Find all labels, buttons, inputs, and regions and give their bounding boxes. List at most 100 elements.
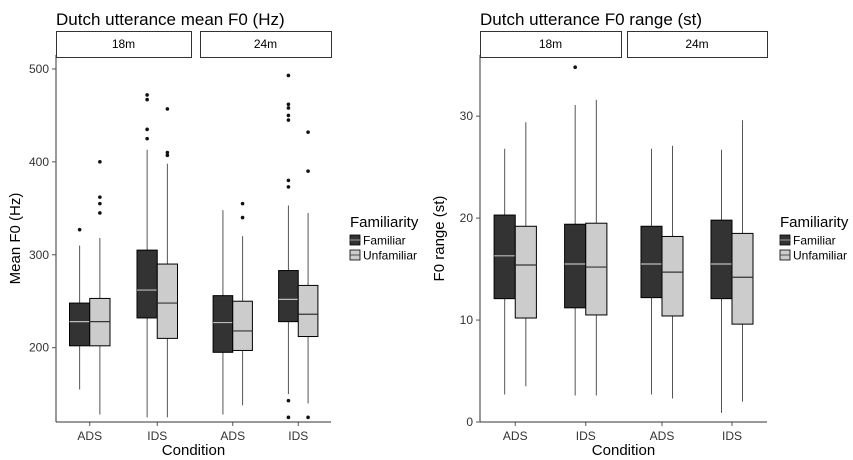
x-axis-title: Condition [162, 442, 225, 459]
outlier-point [98, 160, 102, 164]
box-ads-unfamiliar [661, 145, 684, 399]
x-tick-label: ADS [503, 429, 528, 443]
facet-strip-label: 18m [112, 37, 135, 51]
box-ids-unfamiliar [297, 130, 319, 420]
y-tick-label: 500 [29, 62, 49, 76]
box-ads-unfamiliar [514, 122, 537, 387]
legend-label: Unfamiliar [363, 249, 417, 263]
x-tick-label: ADS [650, 429, 675, 443]
y-tick-label: 30 [460, 109, 474, 123]
outlier-point [286, 415, 291, 420]
outlier-point [165, 107, 170, 111]
box-ads-familiar [69, 227, 91, 390]
facet-strip [480, 31, 622, 58]
x-tick-label: IDS [288, 429, 308, 443]
y-tick-label: 20 [460, 211, 474, 225]
box-body [585, 222, 608, 316]
facet-strip [56, 31, 192, 58]
facet-strip [627, 31, 768, 58]
box-ids-familiar [136, 93, 158, 418]
outlier-point [145, 93, 149, 97]
box-ids-unfamiliar [156, 107, 178, 418]
x-axis-title: Condition [592, 442, 655, 459]
y-tick-label: 10 [460, 313, 474, 327]
outlier-point [306, 415, 310, 420]
box-body [731, 232, 754, 325]
y-axis-title: F0 range (st) [431, 196, 448, 282]
legend-label: Familiar [793, 234, 836, 248]
box-ids-familiar [278, 73, 299, 420]
facet-24m: 24m ADS IDS [627, 31, 768, 443]
outlier-point [145, 136, 149, 141]
facet-strip-label: 24m [254, 37, 277, 51]
box-ads-unfamiliar [89, 160, 111, 415]
box-body [493, 214, 516, 300]
chart-title: Dutch utterance F0 range (st) [480, 10, 702, 29]
facet-strip [200, 31, 332, 58]
outlier-point [145, 127, 149, 132]
x-tick-label: ADS [220, 429, 245, 443]
box-body [640, 225, 663, 299]
facet-24m: 24m ADS IDS [200, 31, 332, 443]
outlier-point [240, 215, 245, 220]
box-ads-familiar [640, 148, 663, 395]
outlier-point [240, 201, 245, 206]
outlier-point [145, 97, 149, 102]
box-ids-familiar [564, 65, 587, 396]
box-ads-familiar [212, 210, 234, 415]
box-body [564, 223, 587, 309]
outlier-point [286, 398, 291, 403]
box-body [69, 302, 91, 347]
box-ids-unfamiliar [585, 99, 608, 396]
facet-strip-label: 18m [539, 37, 562, 51]
outlier-point [77, 227, 82, 232]
outlier-point [165, 153, 170, 158]
x-tick-label: IDS [722, 429, 742, 443]
outlier-point [286, 118, 291, 122]
outlier-point [98, 195, 102, 199]
box-body [232, 300, 253, 351]
legend-title: Familiarity [780, 214, 849, 231]
box-body [297, 284, 319, 338]
x-tick-label: IDS [576, 429, 596, 443]
legend-label: Unfamiliar [793, 249, 847, 263]
x-tick-label: ADS [77, 429, 102, 443]
y-tick-label: 400 [29, 155, 49, 169]
box-ids-familiar [710, 149, 733, 413]
outlier-point [98, 211, 102, 215]
outlier-point [286, 178, 291, 183]
box-body [136, 249, 158, 319]
outlier-point [306, 130, 310, 134]
outlier-point [98, 201, 102, 206]
facet-strip-label: 24m [685, 37, 708, 51]
outlier-point [286, 113, 291, 118]
box-body [212, 295, 234, 353]
outlier-point [286, 73, 291, 78]
box-ads-unfamiliar [232, 201, 253, 406]
box-ads-familiar [493, 148, 516, 395]
y-tick-label: 200 [29, 341, 49, 355]
outlier-point [286, 185, 291, 189]
box-ids-unfamiliar [731, 120, 754, 402]
facet-18m: 18m ADS IDS [56, 31, 192, 443]
legend-label: Familiar [363, 234, 406, 248]
y-tick-label: 300 [29, 248, 49, 262]
chart-title: Dutch utterance mean F0 (Hz) [56, 10, 285, 29]
outlier-point [286, 102, 291, 107]
outlier-point [286, 106, 291, 110]
y-tick-label: 0 [466, 415, 473, 429]
box-body [661, 235, 684, 317]
x-tick-label: IDS [147, 429, 167, 443]
facet-18m: 18m ADS IDS [480, 31, 622, 443]
box-body [710, 219, 733, 300]
box-body [156, 263, 178, 339]
box-body [278, 270, 299, 323]
y-axis-title: Mean F0 (Hz) [7, 193, 24, 285]
legend-title: Familiarity [350, 214, 419, 231]
outlier-point [165, 150, 170, 155]
